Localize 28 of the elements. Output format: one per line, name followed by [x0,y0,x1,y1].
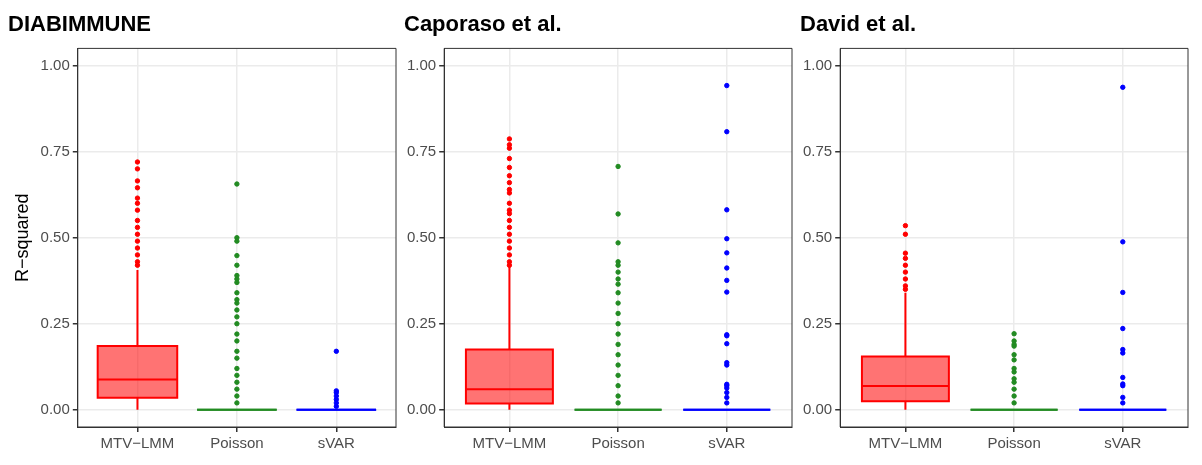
y-tick-label: 1.00 [40,55,70,73]
x-tick-label: Poisson [210,434,264,452]
chart-title: Caporaso et al. [404,11,562,37]
y-tick-label: 0.00 [406,399,437,417]
y-tick-label: 0.00 [802,399,833,417]
y-tick-label: 0.50 [406,227,437,245]
y-tick-label: 0.25 [406,313,437,331]
y-tick-label: 0.75 [802,141,833,159]
y-tick-label: 0.25 [40,313,70,331]
x-tick-label: Poisson [591,434,645,452]
y-tick-label: 0.25 [802,313,833,331]
x-tick-label: Poisson [987,434,1041,452]
x-tick-label: MTV−LMM [100,434,175,452]
y-tick-label: 0.75 [406,141,437,159]
x-tick-label: sVAR [708,434,746,452]
chart-title: David et al. [800,11,917,37]
y-tick-label: 1.00 [802,55,833,73]
y-tick-label: 1.00 [406,55,437,73]
y-axis-title: R−squared [11,193,32,282]
y-tick-label: 0.50 [802,227,833,245]
x-tick-label: sVAR [1104,434,1142,452]
x-tick-label: sVAR [317,434,356,452]
x-tick-label: MTV−LMM [472,434,547,452]
y-tick-label: 0.00 [40,399,70,417]
chart-title: DIABIMMUNE [8,11,151,37]
y-tick-label: 0.50 [40,227,70,245]
y-tick-label: 0.75 [40,141,70,159]
x-tick-label: MTV−LMM [868,434,943,452]
